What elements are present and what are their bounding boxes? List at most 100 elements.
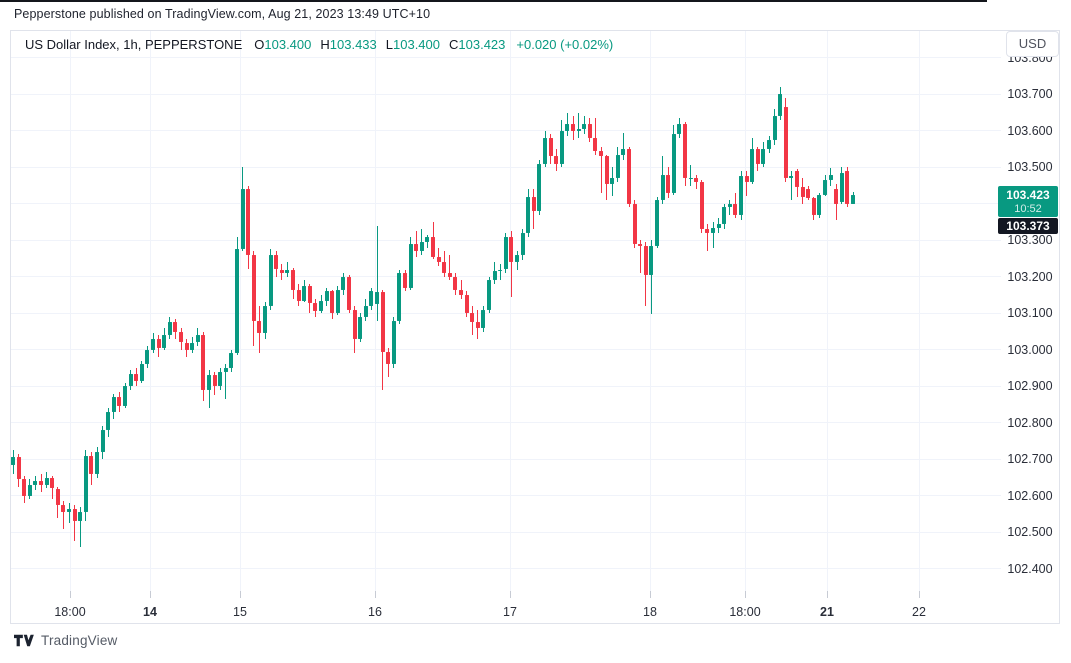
- candle-body-down: [386, 351, 391, 365]
- candle-body-up: [851, 195, 855, 204]
- candle-body-up: [789, 176, 794, 179]
- candle-body-up: [123, 386, 127, 407]
- candle-body-up: [688, 177, 693, 179]
- tradingview-link[interactable]: TradingView: [14, 633, 118, 648]
- price-gridline: [11, 422, 1001, 424]
- last-price-value: 103.423: [1006, 188, 1050, 202]
- candle-body-up: [582, 123, 587, 129]
- candle-wick-down: [62, 501, 64, 529]
- time-axis-label: 18:00: [54, 605, 86, 619]
- candle-body-up: [167, 322, 172, 336]
- candle-body-down: [257, 320, 262, 334]
- candle-body-up: [375, 292, 379, 305]
- candle-body-down: [380, 292, 385, 352]
- candle-wick-up: [690, 165, 692, 186]
- candle-body-down: [666, 174, 671, 193]
- candle-body-down: [683, 123, 687, 179]
- candle-body-up: [128, 373, 133, 387]
- candle-body-down: [627, 149, 631, 204]
- price-axis-label: 103.300: [1007, 233, 1053, 248]
- candle-body-up: [722, 207, 727, 224]
- currency-button[interactable]: USD: [1006, 31, 1059, 57]
- price-axis-label: 102.700: [1007, 452, 1053, 467]
- candle-body-down: [274, 254, 279, 270]
- candle-wick-up: [729, 200, 731, 215]
- candle-body-up: [151, 338, 155, 350]
- price-axis-label: 102.900: [1007, 379, 1053, 394]
- candle-body-down: [459, 289, 463, 296]
- candle-body-down: [291, 269, 295, 290]
- candle-body-down: [330, 291, 335, 314]
- candle-body-down: [845, 170, 850, 204]
- time-axis-label: 17: [503, 605, 517, 619]
- candle-body-up: [537, 163, 542, 212]
- candle-body-down: [403, 273, 407, 288]
- time-gridline: [745, 31, 746, 597]
- price-gridline: [11, 385, 1001, 387]
- candle-body-down: [554, 156, 559, 164]
- time-axis-tick: [650, 591, 651, 598]
- candle-body-up: [190, 342, 195, 350]
- candle-body-down: [571, 123, 575, 131]
- candle-body-down: [50, 477, 55, 489]
- candle-body-down: [89, 455, 94, 474]
- price-axis-label: 103.600: [1007, 123, 1053, 138]
- candle-body-down: [117, 397, 122, 407]
- candle-body-up: [111, 397, 116, 412]
- price-gridline: [11, 349, 1001, 351]
- candle-body-down: [201, 335, 206, 390]
- candle-body-down: [795, 170, 799, 188]
- candle-wick-up: [790, 170, 792, 201]
- candle-body-down: [632, 203, 637, 244]
- candle-body-down: [475, 321, 480, 328]
- time-axis-tick: [70, 591, 71, 598]
- candle-wick-up: [578, 112, 580, 139]
- candle-body-up: [503, 236, 508, 270]
- candle-body-up: [615, 154, 620, 179]
- candle-body-up: [621, 149, 626, 155]
- candle-wick-up: [650, 240, 652, 315]
- price-gridline: [11, 93, 1001, 95]
- candle-wick-down: [695, 174, 697, 190]
- time-axis-tick: [375, 591, 376, 598]
- candle-body-down: [705, 229, 710, 233]
- candle-body-up: [302, 285, 307, 301]
- chart-plot-area[interactable]: [11, 31, 988, 597]
- candle-wick-down: [639, 240, 641, 274]
- price-gridline: [11, 276, 1001, 278]
- candle-wick-up: [225, 364, 227, 400]
- candle-body-down: [414, 243, 419, 252]
- candle-body-up: [778, 94, 783, 117]
- candle-body-up: [817, 194, 822, 215]
- candle-body-up: [139, 364, 144, 381]
- candle-body-down: [16, 457, 21, 480]
- time-axis-label: 16: [368, 605, 382, 619]
- chart-frame: [10, 30, 1060, 624]
- candle-body-up: [767, 139, 771, 150]
- candle-body-down: [744, 176, 749, 182]
- candle-body-up: [369, 291, 374, 306]
- candle-body-up: [839, 172, 844, 202]
- candle-body-down: [55, 488, 60, 505]
- time-gridline: [150, 31, 151, 597]
- time-axis-tick: [510, 591, 511, 598]
- candle-wick-up: [622, 132, 624, 160]
- candle-body-up: [235, 249, 239, 354]
- symbol-legend[interactable]: US Dollar Index, 1h, PEPPERSTONE O103.40…: [25, 36, 613, 53]
- candle-wick-up: [712, 222, 714, 248]
- candle-body-down: [212, 375, 217, 387]
- legend-close: C103.423: [449, 37, 506, 52]
- symbol-title: US Dollar Index, 1h, PEPPERSTONE: [25, 37, 243, 52]
- candle-body-up: [11, 457, 15, 465]
- candle-wick-down: [594, 118, 596, 155]
- legend-high: H103.433: [320, 37, 377, 52]
- candle-body-down: [347, 276, 351, 310]
- price-axis-label: 103.100: [1007, 306, 1053, 321]
- candle-body-up: [285, 269, 290, 274]
- candle-body-up: [218, 371, 223, 387]
- candle-body-down: [800, 187, 805, 197]
- candle-body-up: [106, 411, 111, 431]
- candle-body-down: [531, 196, 536, 212]
- candle-body-up: [526, 196, 531, 233]
- candle-wick-up: [68, 503, 70, 524]
